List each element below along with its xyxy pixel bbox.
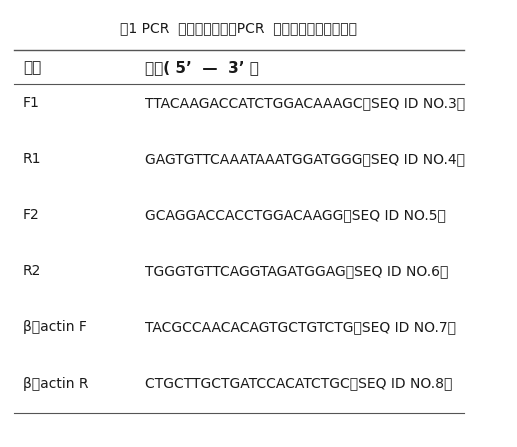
Text: GCAGGACCACCTGGACAAGG（SEQ ID NO.5）: GCAGGACCACCTGGACAAGG（SEQ ID NO.5） — [145, 208, 446, 222]
Text: F2: F2 — [23, 208, 40, 222]
Text: β－actin R: β－actin R — [23, 377, 88, 391]
Text: TTACAAGACCATCTGGACAAAGC（SEQ ID NO.3）: TTACAAGACCATCTGGACAAAGC（SEQ ID NO.3） — [145, 96, 465, 110]
Text: GAGTGTTCAAATAAATGGATGGG（SEQ ID NO.4）: GAGTGTTCAAATAAATGGATGGG（SEQ ID NO.4） — [145, 152, 465, 166]
Text: β－actin F: β－actin F — [23, 320, 87, 334]
Text: 序列( 5’  —  3’ ）: 序列( 5’ — 3’ ） — [145, 60, 258, 75]
Text: R2: R2 — [23, 264, 41, 278]
Text: TACGCCAACACAGTGCTGTCTG（SEQ ID NO.7）: TACGCCAACACAGTGCTGTCTG（SEQ ID NO.7） — [145, 320, 456, 334]
Text: 引物: 引物 — [23, 60, 41, 75]
Text: F1: F1 — [23, 96, 40, 110]
Text: R1: R1 — [23, 152, 41, 166]
Text: 表1 PCR  和实时荧光定量PCR  分析中使用的引物序列: 表1 PCR 和实时荧光定量PCR 分析中使用的引物序列 — [120, 21, 357, 35]
Text: TGGGTGTTCAGGTAGATGGAG（SEQ ID NO.6）: TGGGTGTTCAGGTAGATGGAG（SEQ ID NO.6） — [145, 264, 448, 278]
Text: CTGCTTGCTGATCCACATCTGC（SEQ ID NO.8）: CTGCTTGCTGATCCACATCTGC（SEQ ID NO.8） — [145, 377, 452, 391]
